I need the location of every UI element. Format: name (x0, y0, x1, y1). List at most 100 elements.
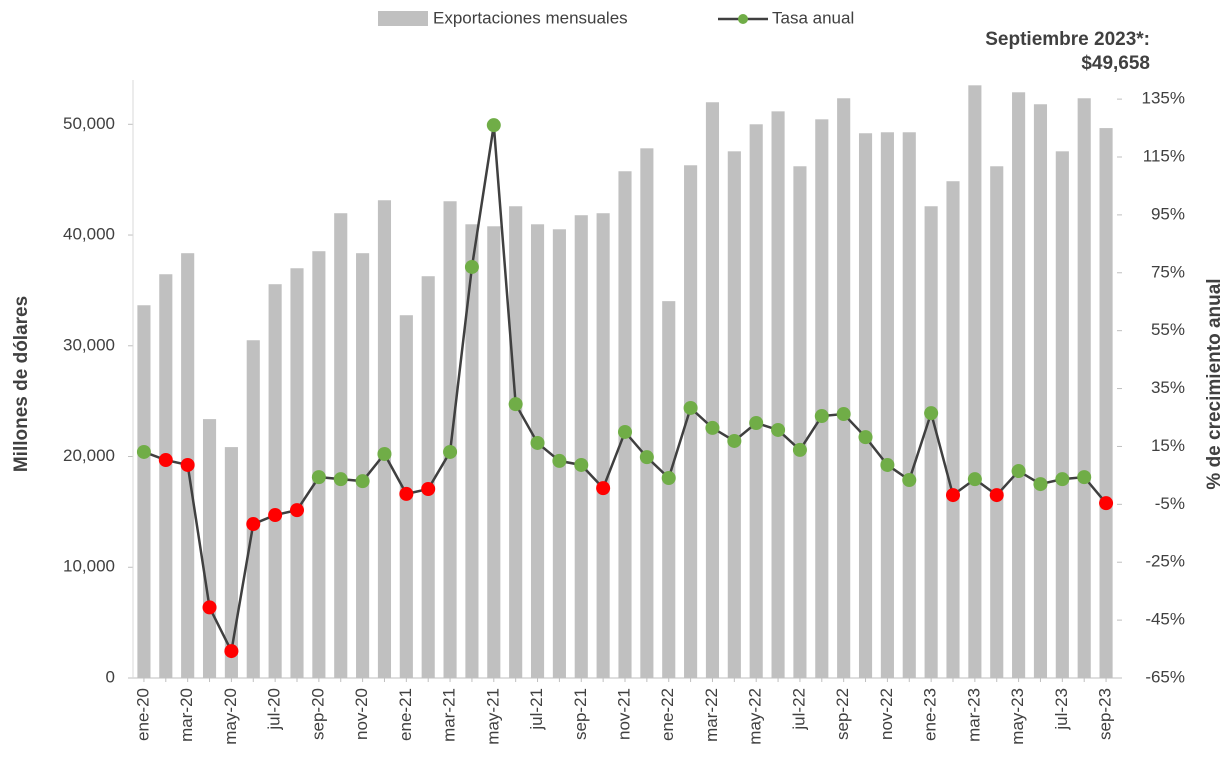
bar (705, 102, 720, 678)
marker (618, 424, 632, 439)
bar (224, 447, 238, 678)
marker (989, 488, 1004, 503)
bar (443, 201, 457, 678)
annotation: $49,658 (1081, 53, 1150, 74)
bar (684, 165, 698, 678)
bar (159, 274, 173, 678)
x-tick-label: jul-23 (1052, 688, 1071, 731)
bar (202, 419, 217, 678)
y2-tick-label: -45% (1145, 610, 1185, 629)
y2-tick-label: 15% (1151, 436, 1185, 455)
y-tick-label: 30,000 (63, 335, 115, 354)
bar (596, 213, 610, 678)
bar (1033, 104, 1048, 679)
y2-tick-label: 35% (1151, 378, 1185, 397)
marker (727, 433, 742, 448)
bar (246, 340, 260, 678)
y2-tick-label: 135% (1142, 89, 1185, 108)
x-tick-label: ene-22 (658, 688, 677, 741)
marker (596, 481, 611, 496)
x-tick-label: may-21 (483, 688, 502, 745)
x-tick-label: sep-21 (571, 688, 590, 740)
marker (814, 409, 829, 424)
bar (377, 200, 392, 678)
marker (443, 444, 458, 459)
marker (574, 457, 589, 472)
bar (1077, 98, 1091, 679)
bar (902, 132, 916, 678)
y2-tick-label: 55% (1151, 320, 1185, 339)
bar (1055, 151, 1069, 679)
bar (880, 132, 894, 678)
legend-swatch (738, 14, 748, 24)
marker (749, 415, 764, 430)
bar (727, 151, 741, 679)
x-tick-label: jul-21 (527, 688, 546, 731)
marker (1033, 477, 1048, 492)
marker (290, 503, 304, 518)
x-tick-label: nov-22 (877, 688, 896, 740)
bar (662, 301, 676, 678)
marker (224, 644, 239, 659)
x-tick-label: may-20 (221, 688, 240, 745)
x-tick-label: mar-20 (177, 688, 196, 742)
y-tick-label: 20,000 (63, 446, 115, 465)
x-tick-label: jul-20 (265, 688, 284, 731)
x-tick-label: sep-23 (1096, 688, 1115, 740)
marker (333, 472, 348, 487)
x-tick-label: nov-21 (614, 688, 633, 740)
marker (902, 473, 917, 488)
x-tick-label: sep-22 (833, 688, 852, 740)
marker (858, 430, 873, 445)
marker (530, 435, 545, 450)
y-tick-label: 40,000 (63, 225, 115, 244)
marker (705, 420, 720, 435)
bar (334, 213, 348, 678)
bar (837, 98, 851, 679)
marker (399, 486, 414, 501)
legend-label: Exportaciones mensuales (433, 8, 628, 27)
x-tick-label: mar-21 (440, 688, 459, 742)
x-tick-label: ene-23 (921, 688, 940, 741)
marker (1011, 464, 1026, 479)
marker (1077, 470, 1092, 485)
x-tick-label: sep-20 (308, 688, 327, 740)
x-tick-label: mar-23 (964, 688, 983, 742)
marker (136, 444, 151, 459)
marker (836, 407, 851, 422)
marker (246, 517, 261, 532)
bar (268, 284, 282, 678)
bar (574, 215, 588, 678)
x-tick-label: nov-20 (352, 688, 371, 740)
bar (618, 171, 632, 678)
bar (640, 148, 654, 679)
x-tick-label: ene-21 (396, 688, 415, 741)
marker (552, 453, 567, 468)
bar (465, 224, 479, 679)
bar (1099, 128, 1113, 679)
marker (158, 453, 173, 468)
legend-label: Tasa anual (772, 8, 854, 27)
marker (1055, 472, 1070, 487)
marker (771, 422, 786, 437)
bar (356, 253, 370, 678)
bar (968, 85, 982, 678)
x-tick-label: mar-22 (702, 688, 721, 742)
bar (1012, 92, 1026, 678)
y-tick-label: 0 (106, 667, 115, 686)
x-tick-label: may-23 (1008, 688, 1027, 745)
y2-tick-label: -65% (1145, 667, 1185, 686)
bar (509, 206, 523, 678)
x-tick-label: may-22 (746, 688, 765, 745)
y2-axis-title: % de crecimiento anual (1204, 278, 1225, 489)
y-axis-title: Millones de dólares (11, 296, 32, 472)
bar (815, 119, 829, 678)
bar (771, 111, 785, 679)
bar (793, 166, 807, 679)
marker (924, 406, 939, 421)
bar (421, 276, 435, 678)
marker (683, 400, 698, 415)
marker (180, 457, 195, 472)
marker (661, 470, 676, 485)
